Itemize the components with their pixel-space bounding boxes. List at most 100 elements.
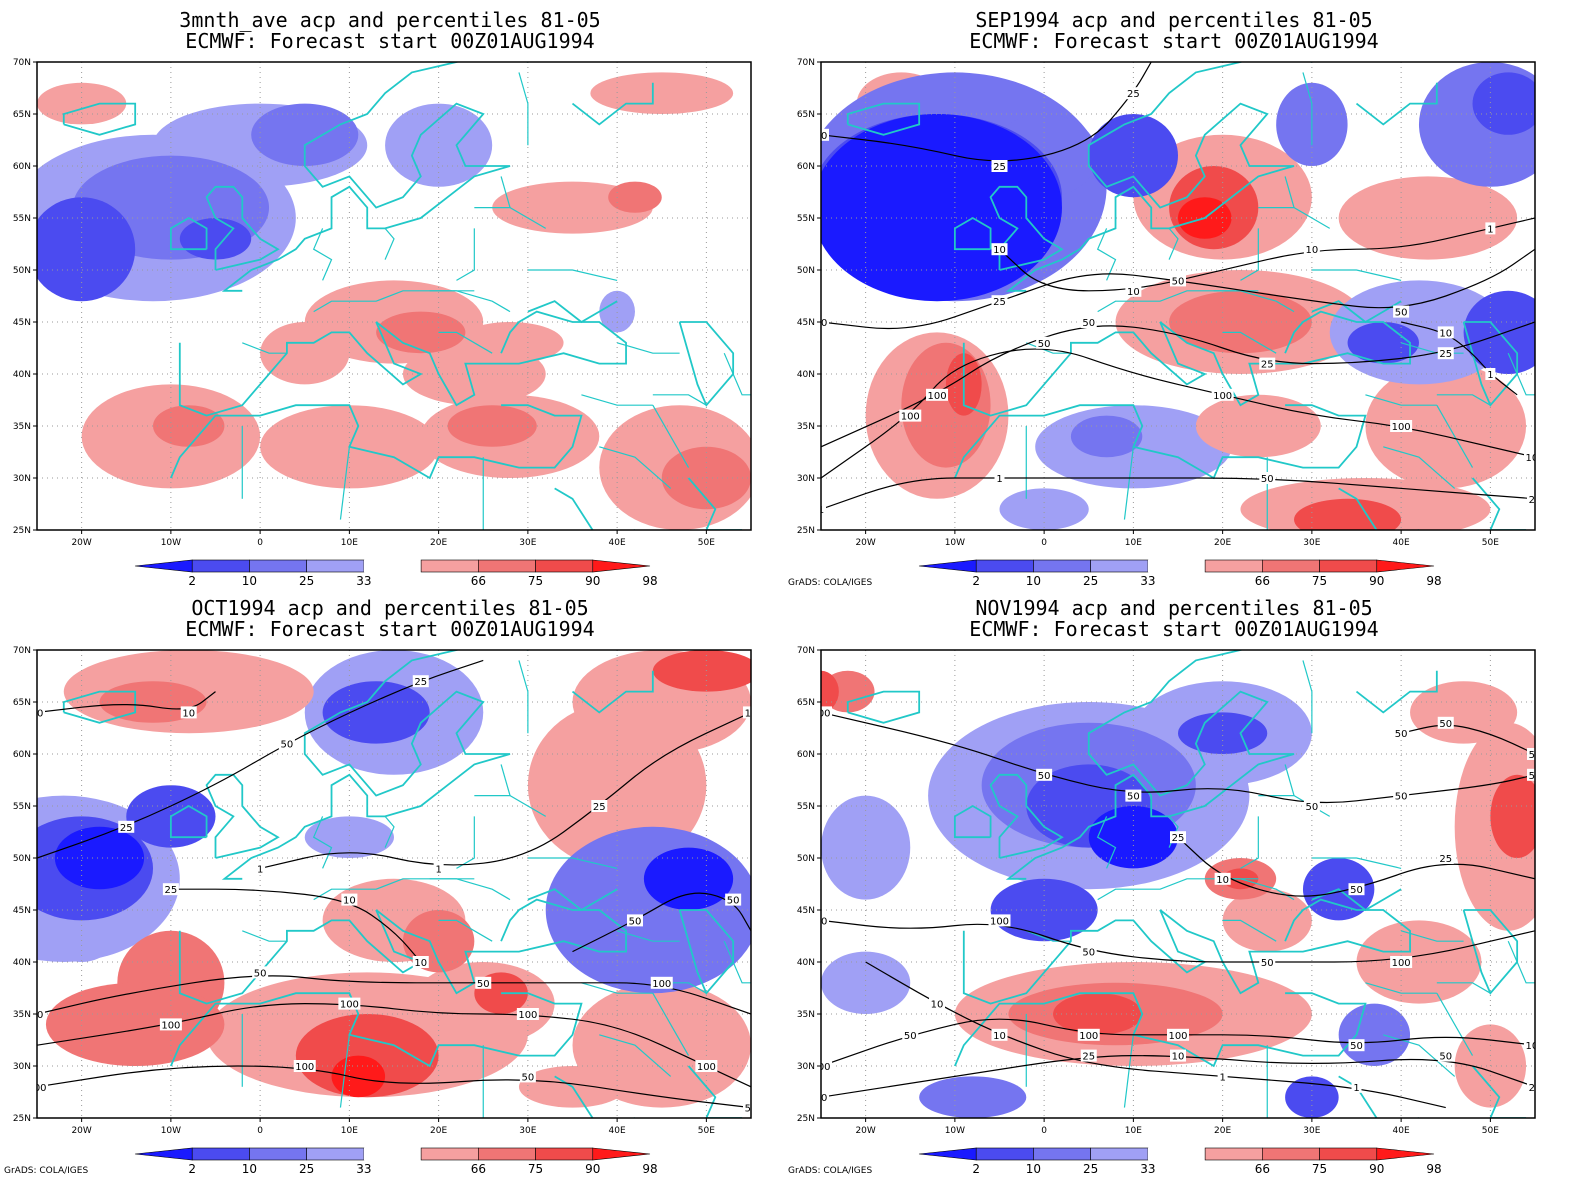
lat-tick-label: 50N	[13, 266, 31, 276]
contour-label-bg	[988, 914, 1011, 927]
lat-tick-label: 55N	[797, 214, 815, 224]
contour-label-bg	[475, 976, 492, 989]
contour-label-bg	[162, 883, 179, 896]
precip-anomaly-area	[1053, 993, 1143, 1035]
percentile-map: 70N 65N 60N 55N 50N 45N 40N 35N 30N 25N 20W 10W 0 10E…	[13, 58, 752, 588]
precip-anomaly-area	[304, 816, 394, 858]
country-border	[1240, 816, 1259, 869]
map-area	[37, 62, 751, 530]
precip-anomaly-area	[1294, 498, 1402, 530]
contour-label-bg	[1437, 1049, 1454, 1062]
panel-title: OCT1994 acp and percentiles 81-05	[191, 596, 589, 620]
lat-tick-label: 35N	[797, 1010, 815, 1020]
country-border	[1284, 176, 1295, 208]
colorbar: 2 10 25 33 66 75 90 98	[134, 1147, 658, 1176]
contour-label: 50	[629, 916, 642, 927]
colorbar-segment	[1147, 560, 1206, 572]
country-border	[429, 290, 511, 313]
contour-label-bg	[118, 820, 135, 833]
country-border	[1302, 660, 1313, 734]
contour-label-bg	[821, 316, 829, 328]
coastline	[62, 102, 137, 136]
contour-label-bg	[516, 1008, 539, 1020]
contour-label: 50	[1306, 802, 1319, 813]
precip-anomaly-area	[1356, 920, 1482, 1004]
contour-label: 50	[1350, 885, 1363, 896]
country-border	[599, 446, 672, 489]
colorbar-arrow-low	[918, 559, 977, 573]
lon-tick-label: 20W	[855, 1126, 875, 1136]
coastline	[1338, 1075, 1419, 1118]
coastline	[527, 300, 618, 324]
percentile-contour	[999, 217, 1535, 292]
contour-label-bg	[743, 1101, 751, 1114]
colorbar: 2 10 25 33 66 75 90 98	[918, 1147, 1442, 1176]
coastline	[678, 909, 735, 995]
colorbar-label: 10	[242, 574, 257, 588]
colorbar-segment	[1033, 559, 1091, 573]
coastline	[1355, 82, 1438, 126]
contour-label-bg	[1393, 789, 1410, 802]
colorbar-segment	[975, 559, 1034, 573]
coastline	[62, 690, 137, 724]
precip-anomaly-area	[1463, 290, 1535, 374]
country-border	[518, 72, 529, 146]
precip-anomaly-area	[643, 847, 734, 910]
contour-label-bg	[1437, 852, 1454, 864]
colorbar-label: 25	[299, 574, 314, 588]
colorbar-segment	[306, 1147, 365, 1161]
panel-subtitle: ECMWF: Forecast start 00Z01AUG1994	[185, 29, 595, 53]
lat-tick-label: 55N	[797, 802, 815, 812]
precip-anomaly-area	[1285, 1076, 1339, 1118]
precip-anomaly-area	[1088, 114, 1178, 198]
lon-tick-label: 0	[1041, 538, 1047, 548]
colorbar-label: 33	[1140, 574, 1155, 588]
lat-tick-label: 30N	[13, 474, 31, 484]
colorbar-segment	[420, 559, 479, 573]
lat-tick-label: 45N	[13, 906, 31, 916]
country-border	[1400, 342, 1464, 354]
panel-sep1994: SEP1994 acp and percentiles 81-05 ECMWF:…	[784, 0, 1564, 590]
coastline	[1462, 321, 1519, 407]
contour-label: 100	[1392, 422, 1411, 433]
country-border	[339, 1034, 350, 1108]
colorbar-segment	[1204, 559, 1263, 573]
precip-anomaly-area	[1410, 681, 1518, 744]
contour-label-bg	[1485, 368, 1496, 380]
grads-credit: GrADS: COLA/IGES	[4, 1166, 89, 1176]
contour-label-bg	[1348, 1039, 1365, 1052]
contour-label-bg	[821, 503, 826, 516]
contour-label-bg	[902, 1028, 919, 1041]
precip-anomaly-area	[322, 681, 430, 744]
panel-3month-average: 3mnth_ave acp and percentiles 81-05 ECMW…	[0, 0, 780, 590]
country-border	[500, 176, 511, 208]
contour-label-bg	[1437, 326, 1454, 339]
percentile-contour	[821, 1054, 1535, 1098]
colorbar-label: 90	[585, 574, 600, 588]
country-border	[242, 342, 287, 354]
lon-tick-label: 10W	[945, 538, 965, 548]
percentile-contour	[170, 888, 422, 963]
lat-tick-label: 45N	[797, 318, 815, 328]
country-border	[527, 269, 618, 281]
colorbar-label: 2	[188, 574, 196, 588]
country-border	[1258, 207, 1331, 229]
percentile-contour	[821, 711, 1535, 804]
coastline	[170, 992, 583, 1068]
panel-title: 3mnth_ave acp and percentiles 81-05	[179, 8, 601, 32]
lat-tick-label: 55N	[13, 214, 31, 224]
country-border	[1026, 930, 1071, 942]
lat-tick-label: 60N	[13, 162, 31, 172]
contour-label-bg	[341, 893, 358, 906]
contour-label-bg	[695, 1060, 718, 1072]
contour-label: 100	[340, 1000, 359, 1011]
colorbar-segment	[478, 559, 536, 573]
map-frame	[820, 649, 1536, 1119]
colorbar-label: 75	[1312, 1162, 1327, 1176]
coastline	[1005, 62, 1312, 292]
contour-label-bg	[159, 1018, 182, 1031]
coastline	[1471, 1065, 1527, 1118]
contour-label: 100	[697, 1062, 716, 1073]
contour-label-bg	[519, 1070, 536, 1083]
colorbar-segment	[1319, 559, 1378, 573]
